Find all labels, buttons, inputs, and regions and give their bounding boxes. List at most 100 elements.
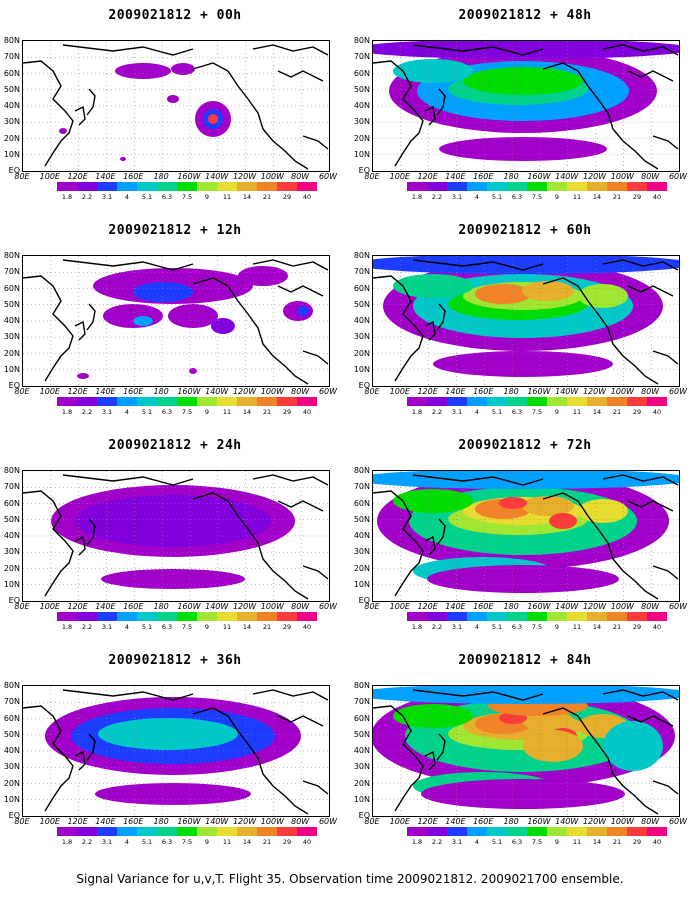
colorbar-swatch — [217, 827, 237, 836]
longitude-label: 100W — [260, 602, 284, 611]
map-canvas — [373, 471, 679, 601]
longitude-label: 120E — [67, 387, 88, 396]
colorbar-label: 3.1 — [101, 623, 113, 631]
colorbar-label: 7.5 — [531, 838, 543, 846]
longitude-label: 160E — [123, 172, 144, 181]
variance-map — [22, 470, 330, 602]
longitude-label: 80E — [14, 602, 30, 611]
latitude-label: 40N — [3, 531, 20, 540]
longitude-label: 160E — [473, 387, 494, 396]
longitude-label: 140E — [95, 817, 116, 826]
latitude-label: 70N — [3, 52, 20, 62]
latitude-label: 70N — [3, 267, 20, 277]
colorbar — [57, 612, 317, 621]
longitude-label: 140W — [205, 387, 229, 396]
latitude-label: 20N — [353, 778, 370, 788]
longitude-label: 160E — [473, 172, 494, 181]
colorbar-swatch — [507, 827, 527, 836]
colorbar-label: 3.1 — [451, 838, 463, 846]
latitude-label: 80N — [3, 681, 20, 690]
map-panel: 2009021812 + 00h 80N 70N 60N 50N 40N 30N 20N 10N… — [0, 0, 350, 215]
map-canvas — [23, 686, 329, 816]
colorbar-swatch — [297, 827, 317, 836]
colorbar-label: 2.2 — [81, 838, 93, 846]
colorbar-swatch — [607, 182, 627, 191]
colorbar-label: 29 — [282, 838, 292, 846]
colorbar-swatch — [97, 182, 117, 191]
panel-title: 2009021812 + 36h — [108, 653, 242, 668]
longitude-label: 180 — [153, 172, 169, 181]
longitude-label: 120W — [582, 387, 607, 396]
latitude-label: 20N — [353, 348, 370, 358]
longitude-label: 140W — [555, 172, 579, 181]
longitude-label: 80W — [291, 387, 310, 396]
longitude-label: 100W — [260, 387, 284, 396]
latitude-label: 10N — [3, 794, 20, 804]
colorbar-swatch — [427, 612, 447, 621]
longitude-label: 80E — [364, 817, 380, 826]
longitude-label: 120E — [67, 172, 88, 181]
longitude-label: 140W — [555, 387, 579, 396]
variance-map — [372, 470, 680, 602]
colorbar-swatch — [427, 182, 447, 191]
colorbar-swatch — [607, 612, 627, 621]
longitude-label: 140E — [445, 817, 466, 826]
map-canvas — [23, 41, 329, 171]
colorbar-label: 14 — [592, 408, 602, 416]
longitude-label: 100E — [389, 602, 410, 611]
colorbar-label: 9 — [554, 408, 560, 416]
latitude-label: EQ — [358, 596, 370, 605]
longitude-label: 120W — [232, 387, 257, 396]
colorbar-label: 40 — [302, 193, 312, 201]
longitude-label: 140E — [95, 172, 116, 181]
colorbar-swatch — [507, 612, 527, 621]
colorbar-swatch — [627, 612, 647, 621]
panel-title: 2009021812 + 48h — [458, 8, 592, 23]
colorbar-label: 2.2 — [81, 193, 93, 201]
colorbar-swatch — [607, 397, 627, 406]
latitude-label: 60N — [3, 713, 20, 723]
colorbar-swatch — [587, 182, 607, 191]
colorbar-label: 11 — [222, 623, 232, 631]
longitude-label: 140E — [95, 602, 116, 611]
colorbar-swatch — [547, 397, 567, 406]
colorbar-swatch — [447, 827, 467, 836]
colorbar-label: 3.1 — [101, 408, 113, 416]
longitude-label: 80W — [641, 602, 660, 611]
colorbar-label: 2.2 — [431, 623, 443, 631]
colorbar-label: 3.1 — [451, 623, 463, 631]
longitude-label: 60W — [668, 602, 688, 611]
colorbar-swatch — [137, 612, 157, 621]
longitude-label: 180 — [153, 387, 169, 396]
longitude-label: 80W — [291, 817, 310, 826]
colorbar-swatch — [647, 827, 667, 836]
colorbar-swatch — [587, 612, 607, 621]
colorbar-label: 6.3 — [511, 193, 523, 201]
colorbar-swatch — [587, 397, 607, 406]
colorbar-label: 9 — [554, 838, 560, 846]
longitude-label: 120E — [67, 817, 88, 826]
colorbar-label: 29 — [282, 193, 292, 201]
latitude-label: 40N — [3, 101, 20, 110]
colorbar — [57, 397, 317, 406]
colorbar-label: 2.2 — [81, 408, 93, 416]
longitude-label: 80W — [291, 602, 310, 611]
colorbar-swatch — [447, 612, 467, 621]
longitude-label: 180 — [153, 602, 169, 611]
colorbar-label: 5.1 — [141, 408, 153, 416]
latitude-label: 30N — [3, 117, 20, 127]
colorbar-label: 29 — [282, 623, 292, 631]
colorbar-label: 9 — [204, 838, 210, 846]
longitude-label: 120E — [67, 602, 88, 611]
longitude-label: 120E — [417, 387, 438, 396]
colorbar-swatch — [77, 827, 97, 836]
colorbar-swatch — [57, 612, 77, 621]
latitude-label: 20N — [3, 133, 20, 143]
longitude-label: 160E — [123, 602, 144, 611]
colorbar-swatch — [277, 397, 297, 406]
latitude-label: 30N — [353, 762, 370, 772]
colorbar-swatch — [467, 182, 487, 191]
colorbar-label: 14 — [242, 193, 252, 201]
latitude-label: 30N — [353, 547, 370, 557]
latitude-label: 30N — [353, 332, 370, 342]
